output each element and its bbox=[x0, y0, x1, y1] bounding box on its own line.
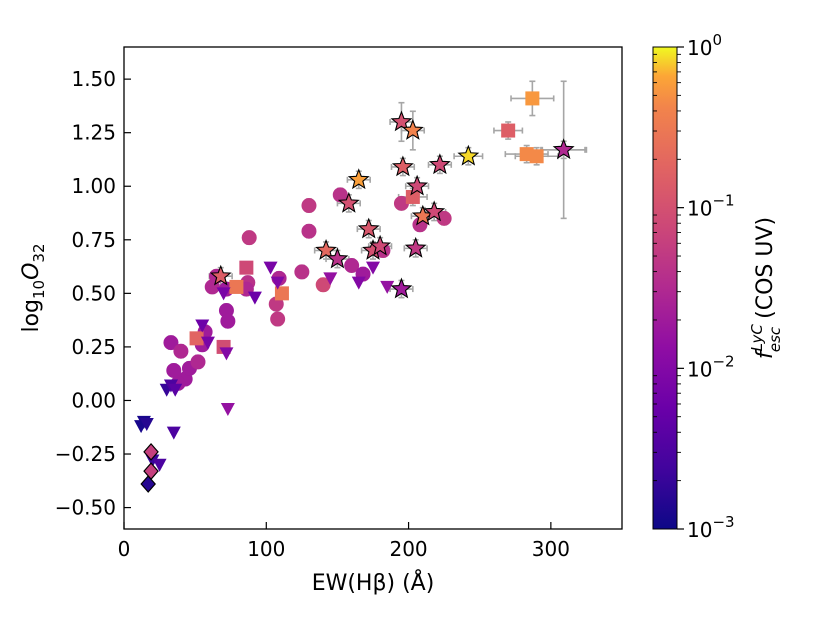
data-point-square bbox=[529, 149, 544, 164]
data-point-circle bbox=[344, 258, 360, 274]
data-point-square bbox=[229, 279, 244, 294]
colorbar-label: fLyCesc(COS UV) bbox=[748, 217, 784, 359]
data-point-square bbox=[274, 286, 289, 301]
data-point-star bbox=[357, 217, 380, 239]
data-point-circle bbox=[166, 362, 182, 378]
y-tick-label: 0.00 bbox=[71, 388, 116, 412]
x-tick-label: 0 bbox=[118, 537, 131, 561]
data-point-circle bbox=[220, 313, 236, 329]
y-tick-label: 0.75 bbox=[71, 228, 116, 252]
colorbar bbox=[652, 46, 678, 530]
data-point-star bbox=[457, 144, 480, 166]
data-point-triangle-down bbox=[219, 347, 234, 361]
data-point-diamond bbox=[143, 462, 159, 481]
data-point-star bbox=[337, 191, 360, 213]
data-point-circle bbox=[393, 195, 409, 211]
data-point-circle bbox=[241, 230, 257, 246]
data-point-star bbox=[390, 277, 413, 299]
data-point-star bbox=[404, 236, 427, 258]
data-point-star bbox=[390, 110, 413, 132]
data-point-circle bbox=[436, 210, 452, 226]
data-point-triangle-down bbox=[220, 403, 235, 417]
y-tick-label: 0.25 bbox=[71, 335, 116, 359]
data-point-triangle-down bbox=[351, 276, 366, 290]
data-point-square bbox=[405, 189, 420, 204]
data-point-circle bbox=[301, 198, 317, 214]
y-tick-label: 1.00 bbox=[71, 174, 116, 198]
data-point-circle bbox=[173, 343, 189, 359]
data-point-star bbox=[401, 119, 424, 140]
colorbar-tick-label: 10−3 bbox=[687, 513, 735, 542]
plot-frame bbox=[123, 46, 623, 530]
data-point-star bbox=[406, 174, 429, 196]
x-tick-label: 100 bbox=[247, 537, 285, 561]
data-point-diamond bbox=[143, 442, 159, 461]
data-point-circle bbox=[163, 335, 179, 351]
data-point-triangle-down bbox=[323, 272, 338, 286]
data-point-square bbox=[501, 123, 516, 138]
data-point-star bbox=[428, 153, 451, 175]
x-tick-label: 200 bbox=[389, 537, 427, 561]
y-tick-label: −0.25 bbox=[55, 442, 116, 466]
data-point-square bbox=[239, 260, 254, 275]
data-point-circle bbox=[315, 277, 331, 293]
data-point-triangle-down bbox=[166, 426, 181, 440]
data-point-circle bbox=[332, 187, 348, 203]
y-axis-ticks: −0.50 −0.25 0.00 0.25 0.50 0.75 1.00 1.25 1.50 bbox=[55, 67, 131, 520]
data-point-square bbox=[189, 331, 204, 346]
colorbar-tick-label: 10−2 bbox=[687, 352, 735, 381]
colorbar-tick-label: 100 bbox=[687, 31, 722, 60]
data-point-star bbox=[315, 238, 338, 260]
data-point-triangle-down bbox=[216, 287, 231, 301]
data-point-triangle-down bbox=[152, 458, 167, 472]
data-point-star bbox=[326, 247, 349, 269]
data-point-triangle-down bbox=[200, 336, 215, 350]
data-point-triangle-down bbox=[380, 280, 395, 294]
error-bars bbox=[167, 80, 588, 391]
data-point-star bbox=[347, 168, 370, 190]
data-point-circle bbox=[294, 264, 310, 280]
data-point-triangle-down bbox=[263, 261, 278, 275]
y-tick-label: 1.25 bbox=[71, 121, 116, 145]
data-point-triangle-down bbox=[168, 383, 183, 397]
data-point-triangle-down bbox=[195, 319, 210, 333]
data-point-star bbox=[423, 200, 446, 222]
data-point-triangle-down bbox=[247, 291, 262, 305]
data-point-star bbox=[552, 138, 575, 160]
x-axis-title: EW(Hβ) (Å) bbox=[312, 569, 435, 596]
colorbar-tick-label: 10−1 bbox=[687, 192, 735, 221]
data-point-triangle-down bbox=[270, 276, 285, 290]
data-point-star bbox=[209, 264, 232, 286]
y-axis-title: log10O32 bbox=[19, 243, 48, 332]
y-tick-label: 1.50 bbox=[71, 67, 116, 91]
data-point-circle bbox=[190, 354, 206, 370]
data-point-triangle-down bbox=[139, 418, 154, 432]
data-point-star bbox=[391, 155, 414, 177]
y-tick-label: −0.50 bbox=[55, 496, 116, 520]
colorbar-ticks: 10−3 10−2 10−1 100 bbox=[653, 31, 735, 542]
data-points bbox=[134, 91, 575, 493]
data-point-circle bbox=[270, 311, 286, 327]
data-point-square bbox=[525, 91, 540, 106]
data-point-triangle-down bbox=[366, 261, 380, 275]
x-axis-ticks: 0 100 200 300 bbox=[118, 522, 570, 561]
y-tick-label: 0.50 bbox=[71, 281, 116, 305]
data-point-star bbox=[369, 234, 392, 256]
data-point-diamond bbox=[140, 475, 156, 493]
x-tick-label: 300 bbox=[532, 537, 570, 561]
data-point-circle bbox=[301, 223, 317, 239]
